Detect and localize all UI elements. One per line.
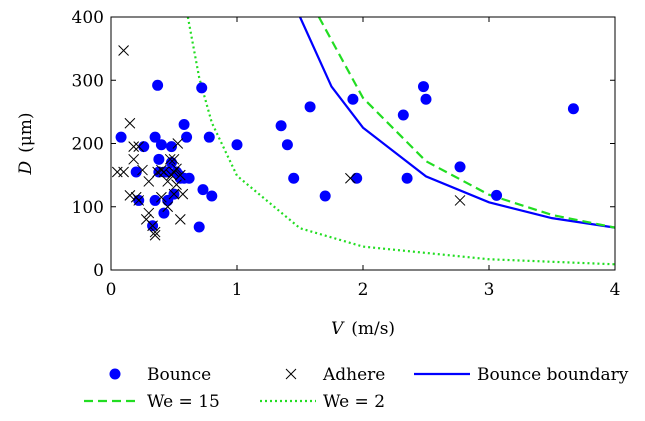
bounce-point	[181, 131, 193, 143]
y-axis-symbol: D	[16, 161, 36, 176]
series-line-2	[186, 16, 616, 266]
x-tick-label: 2	[358, 280, 369, 300]
marker-layer	[111, 45, 579, 241]
adhere-point	[164, 153, 176, 165]
legend-label-4: We = 2	[323, 392, 385, 412]
adhere-point	[168, 188, 180, 200]
adhere-point	[174, 214, 186, 225]
adhere-point	[147, 220, 158, 232]
adhere-point	[137, 164, 148, 176]
bounce-point	[149, 194, 161, 206]
y-axis-label: D (μm)	[16, 112, 36, 175]
bounce-point	[567, 103, 579, 115]
legend-item-2: Bounce boundary	[414, 365, 629, 385]
x-tick-label: 0	[106, 280, 117, 300]
legend-label-0: Bounce	[147, 365, 211, 385]
adhere-point	[143, 176, 155, 187]
bounce-point	[281, 139, 293, 151]
bounce-point	[351, 172, 363, 184]
adhere-point	[454, 195, 466, 206]
bounce-point	[304, 101, 316, 113]
x-axis-symbol: V	[331, 319, 345, 339]
adhere-point	[128, 141, 140, 153]
bounce-point	[138, 141, 150, 153]
bounce-point	[165, 141, 177, 153]
legend-item-3: We = 15	[84, 392, 220, 412]
bounce-point	[401, 172, 413, 184]
adhere-point	[171, 179, 182, 190]
bounce-point	[397, 109, 409, 121]
bounce-point	[491, 189, 503, 201]
x-axis-unit: (m/s)	[351, 319, 395, 339]
adhere-point	[118, 45, 129, 56]
y-tick-label: 400	[72, 8, 104, 28]
bounce-point	[197, 184, 209, 196]
adhere-point	[149, 226, 161, 238]
adhere-point	[171, 163, 182, 175]
adhere-point	[133, 195, 145, 206]
bounce-point	[130, 166, 142, 178]
legend-item-0: Bounce	[109, 365, 211, 385]
bounce-point	[347, 93, 359, 105]
bounce-point	[183, 172, 195, 184]
bounce-point	[417, 81, 429, 93]
bounce-point	[155, 139, 167, 151]
adhere-point	[345, 172, 356, 184]
bounce-point	[454, 161, 466, 173]
legend: Bounce Adhere Bounce boundary We = 15 We = 2	[84, 365, 629, 412]
x-tick-label: 3	[484, 280, 495, 300]
bounce-point	[231, 139, 243, 151]
bounce-point	[275, 120, 287, 132]
y-axis-unit: (μm)	[16, 112, 36, 152]
bounce-point	[193, 221, 205, 233]
x-tick-label: 4	[610, 280, 621, 300]
plot-frame	[110, 16, 616, 271]
legend-item-1: Adhere	[285, 365, 385, 385]
adhere-point	[162, 201, 174, 213]
legend-label-2: Bounce boundary	[477, 365, 629, 385]
bounce-point	[420, 93, 432, 105]
legend-swatch-0	[109, 368, 121, 380]
adhere-point	[149, 229, 161, 241]
legend-label-3: We = 15	[147, 392, 220, 412]
legend-label-1: Adhere	[322, 365, 385, 385]
bounce-point	[196, 82, 208, 94]
bounce-point	[158, 207, 170, 219]
x-axis-label: V (m/s)	[331, 319, 395, 339]
bounce-point	[178, 119, 190, 131]
adhere-point	[162, 176, 174, 187]
bounce-point	[203, 131, 215, 143]
x-tick-label: 1	[232, 280, 243, 300]
adhere-point	[118, 166, 129, 178]
bounce-point	[206, 190, 218, 202]
y-tick-label: 100	[72, 198, 104, 218]
adhere-point	[168, 153, 180, 165]
bounce-point	[153, 153, 165, 165]
bounce-point	[319, 190, 331, 202]
adhere-point	[128, 153, 140, 165]
series-line-0	[298, 16, 616, 229]
adhere-point	[174, 169, 186, 181]
bounce-point	[288, 172, 300, 184]
y-tick-label: 0	[93, 261, 104, 281]
y-tick-label: 300	[72, 71, 104, 91]
legend-swatch-1	[285, 368, 297, 380]
adhere-point	[133, 141, 145, 153]
curve-layer	[186, 16, 616, 266]
adhere-point	[172, 138, 184, 149]
series-line-1	[317, 16, 616, 229]
adhere-point	[177, 188, 189, 200]
adhere-point	[124, 117, 136, 129]
y-tick-label: 200	[72, 135, 104, 155]
adhere-point	[124, 190, 136, 201]
adhere-point	[143, 207, 155, 219]
adhere-point	[158, 166, 170, 178]
adhere-point	[156, 191, 167, 203]
bounce-point	[115, 131, 127, 143]
bounce-point	[152, 79, 164, 91]
axis-ticks: 0 1 2 3 4 0 100 200 300 400	[72, 8, 621, 300]
legend-item-4: We = 2	[260, 392, 385, 412]
bounce-point	[149, 131, 161, 143]
